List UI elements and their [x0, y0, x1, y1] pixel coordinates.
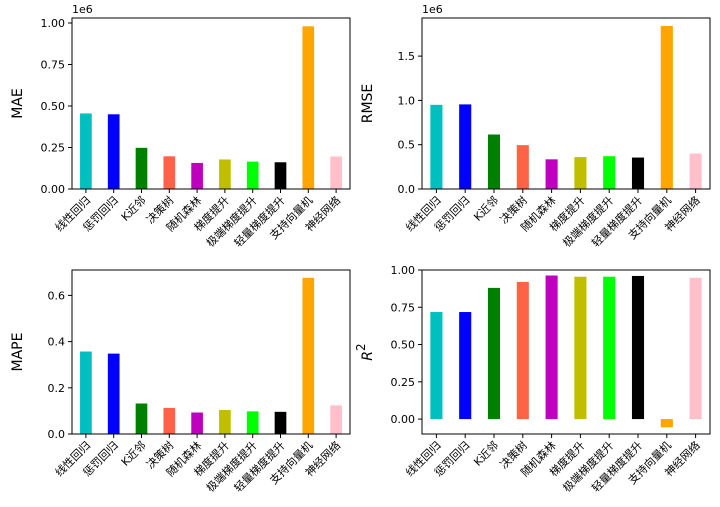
bar-top-left-7	[274, 162, 287, 189]
bar-bottom-left-3	[163, 407, 176, 434]
bar-bottom-right-1	[459, 312, 472, 420]
bar-top-right-8	[660, 25, 673, 189]
bar-bottom-right-6	[603, 276, 616, 420]
bar-bottom-right-8	[660, 419, 673, 428]
bar-bottom-left-7	[274, 411, 287, 434]
chart-panel-bottom-left: 0.00.20.40.6线性回归惩罚回归K近邻决策树随机森林梯度提升极端梯度提升…	[10, 269, 351, 495]
chart-panel-top-left: 0.000.250.500.751.00线性回归惩罚回归K近邻决策树随机森林梯度…	[10, 3, 351, 250]
x-tick-label: K近邻	[119, 194, 149, 224]
bar-bottom-left-5	[219, 409, 231, 434]
y-tick-label: 0.00	[391, 413, 416, 426]
y-axis-label: MAPE	[10, 333, 26, 372]
y-tick-label: 1.00	[41, 17, 66, 30]
y-tick-label: 0.2	[48, 382, 66, 395]
bar-top-right-2	[487, 134, 501, 189]
y-tick-label: 0.6	[48, 289, 66, 302]
offset-text: 1e6	[422, 3, 443, 16]
bar-top-left-8	[302, 26, 315, 189]
y-tick-label: 1.0	[398, 94, 416, 107]
y-tick-label: 0.00	[41, 183, 66, 196]
y-axis-label: MAE	[10, 88, 26, 119]
bar-bottom-left-0	[80, 351, 92, 434]
chart-panel-top-right: 0.00.51.01.5线性回归惩罚回归K近邻决策树随机森林梯度提升极端梯度提升…	[360, 3, 711, 250]
x-tick-label: K近邻	[471, 194, 501, 224]
bar-top-left-3	[163, 156, 176, 189]
bar-top-right-3	[516, 145, 529, 189]
bar-top-right-0	[430, 104, 443, 189]
bar-top-left-4	[191, 162, 203, 189]
bar-top-left-5	[219, 159, 231, 189]
plot-frame	[71, 17, 351, 190]
y-tick-label: 0.50	[391, 339, 416, 352]
y-axis-label: RMSE	[360, 84, 376, 124]
y-axis-label: R2	[354, 343, 376, 360]
bar-top-left-0	[80, 113, 92, 189]
y-tick-label: 0.75	[391, 301, 416, 314]
chart-panel-bottom-right: 0.000.250.500.751.00线性回归惩罚回归K近邻决策树随机森林梯度…	[354, 264, 711, 495]
bar-bottom-right-2	[487, 287, 501, 420]
y-tick-label: 0.50	[41, 100, 66, 113]
bar-bottom-right-4	[545, 275, 558, 420]
bar-bottom-left-2	[135, 403, 148, 434]
bar-bottom-right-5	[574, 276, 587, 420]
bar-bottom-right-9	[689, 277, 702, 420]
bar-bottom-left-6	[246, 411, 259, 434]
bar-top-right-6	[603, 156, 616, 189]
bar-top-right-9	[689, 153, 702, 189]
bar-bottom-left-8	[302, 277, 315, 434]
x-tick-label: K近邻	[119, 439, 149, 469]
y-tick-label: 0.0	[48, 428, 66, 441]
bar-top-right-7	[631, 157, 645, 189]
y-tick-label: 0.25	[41, 141, 66, 154]
y-tick-label: 0.4	[48, 336, 66, 349]
y-tick-label: 0.5	[398, 139, 416, 152]
bar-top-right-5	[574, 157, 587, 189]
bar-top-left-2	[135, 147, 148, 189]
bar-top-right-4	[545, 159, 558, 189]
plot-frame	[71, 269, 351, 435]
bar-bottom-left-1	[107, 353, 120, 434]
bar-bottom-right-0	[430, 312, 443, 420]
plot-frame	[421, 17, 711, 190]
y-tick-label: 1.00	[391, 264, 416, 277]
bar-bottom-right-7	[631, 275, 645, 420]
y-tick-label: 0.75	[41, 58, 66, 71]
x-tick-label: K近邻	[471, 439, 501, 469]
bar-bottom-left-4	[191, 412, 203, 434]
bar-top-left-9	[330, 156, 342, 189]
bar-top-right-1	[459, 104, 472, 189]
y-tick-label: 1.5	[398, 50, 416, 63]
y-tick-label: 0.25	[391, 376, 416, 389]
y-tick-label: 0.0	[398, 183, 416, 196]
bar-top-left-6	[246, 161, 259, 189]
bar-bottom-left-9	[330, 405, 342, 434]
bar-top-left-1	[107, 114, 120, 189]
bar-bottom-right-3	[516, 281, 529, 420]
plot-frame	[421, 269, 711, 435]
offset-text: 1e6	[72, 3, 93, 16]
